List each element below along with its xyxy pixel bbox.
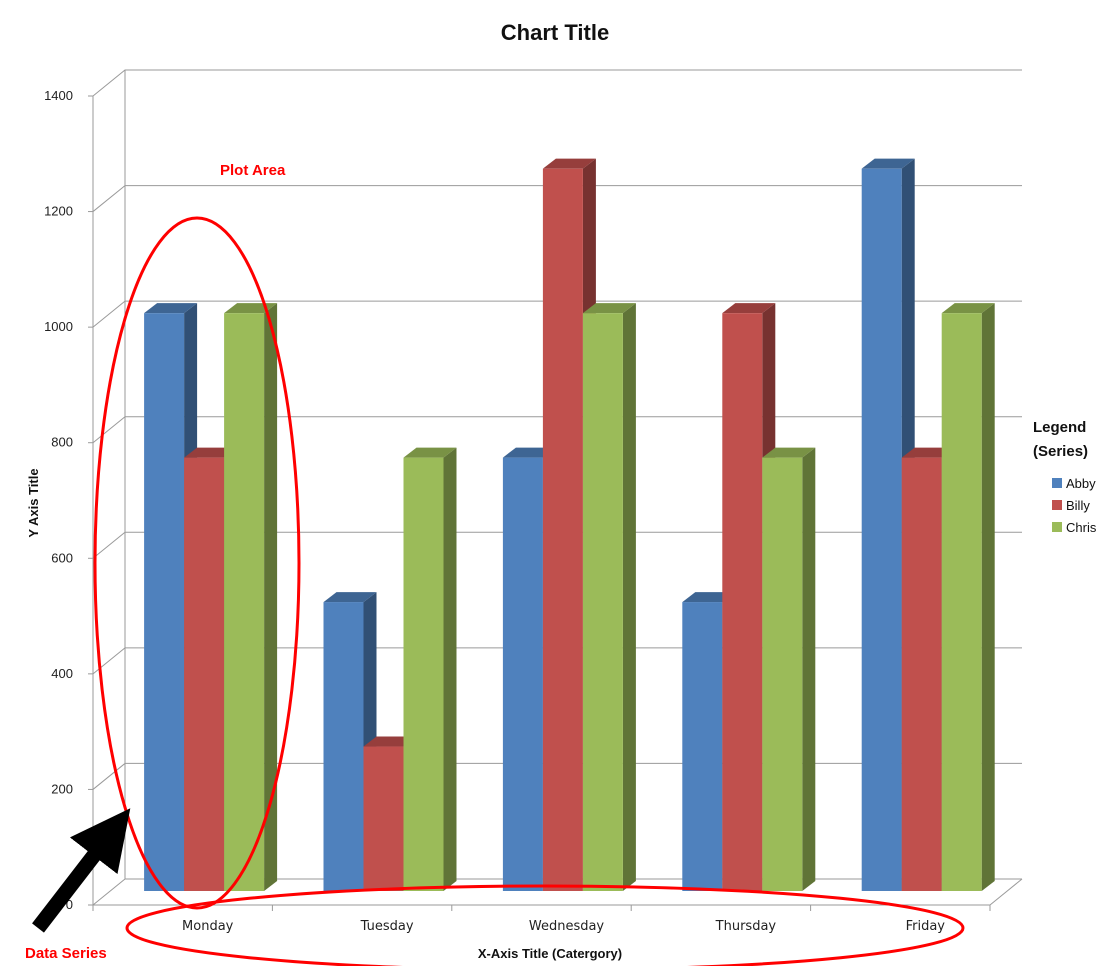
bar-front (762, 457, 803, 891)
bar-top (722, 303, 776, 314)
bars (144, 158, 995, 892)
bar-front (224, 313, 265, 892)
bar-chris-wednesday (582, 303, 636, 892)
bar-top (941, 303, 995, 314)
bar-chris-tuesday (403, 447, 457, 891)
legend-swatch-abby (1052, 478, 1062, 488)
y-tick-label: 800 (51, 435, 73, 450)
x-tick-label: Friday (906, 919, 946, 934)
bar-front (542, 168, 583, 891)
category-axis-highlight-ellipse (125, 884, 965, 966)
bar-chris-friday (941, 303, 995, 892)
bar-front (901, 457, 942, 891)
bar-top (542, 158, 596, 169)
bar-top (582, 303, 636, 314)
bar-side (802, 447, 816, 891)
x-tick-label: Wednesday (529, 919, 605, 934)
bar-top (323, 592, 377, 603)
bar-front (403, 457, 444, 891)
gridlines (92, 69, 1023, 906)
y-tick-label: 1000 (44, 319, 73, 334)
bar-top (403, 447, 457, 458)
bar-chris-thursday (762, 447, 816, 891)
legend-label-chris: Chris (1066, 520, 1097, 535)
data-series-arrow (32, 808, 131, 933)
plot-area-annotation: Plot Area (220, 162, 286, 179)
legend-swatch-billy (1052, 500, 1062, 510)
y-tick-label: 0 (66, 897, 73, 912)
legend-label-billy: Billy (1066, 498, 1090, 513)
bar-top (184, 447, 238, 458)
bar-front (582, 313, 623, 892)
chart-title: Chart Title (501, 20, 609, 45)
gridline (92, 69, 1022, 97)
bar-side (264, 303, 278, 892)
bar-front (941, 313, 982, 892)
data-series-annotation: Data Series (25, 945, 107, 962)
bar-top (682, 592, 736, 603)
bar-chris-monday (224, 303, 278, 892)
bar-side (622, 303, 636, 892)
legend-swatch-chris (1052, 522, 1062, 532)
legend: Legend (Series) Abby Billy Chris (1033, 419, 1097, 535)
bar-top (363, 736, 417, 747)
bar-side (443, 447, 457, 891)
y-axis-title: Y Axis Title (26, 468, 41, 537)
bar-front (144, 313, 185, 892)
bar-front (722, 313, 763, 892)
legend-title-line2: (Series) (1033, 443, 1088, 460)
bar-front (323, 602, 364, 891)
plot-area-highlight-ellipse (93, 216, 301, 910)
bar-front (363, 746, 404, 891)
legend-label-abby: Abby (1066, 476, 1096, 491)
x-axis: Monday Tuesday Wednesday Thursday Friday (92, 905, 991, 934)
bar-top (901, 447, 955, 458)
x-tick-label: Monday (182, 919, 234, 934)
y-tick-label: 200 (51, 781, 73, 796)
legend-title-line1: Legend (1033, 419, 1086, 436)
y-tick-label: 1400 (44, 88, 73, 103)
bar-front (502, 457, 543, 891)
bar-top (762, 447, 816, 458)
bar-side (981, 303, 995, 892)
x-tick-label: Tuesday (360, 919, 414, 934)
x-axis-title: X-Axis Title (Catergory) (478, 946, 622, 961)
gridline (92, 185, 1022, 212)
x-tick-label: Thursday (715, 919, 777, 934)
y-axis: 0 200 400 600 800 1000 1200 1400 (44, 88, 93, 912)
bar-top (144, 303, 198, 314)
gridline (92, 300, 1022, 328)
y-tick-label: 1200 (44, 204, 73, 219)
y-tick-label: 400 (51, 666, 73, 681)
bar-front (682, 602, 723, 891)
bar-front (184, 457, 225, 891)
bar-front (861, 168, 902, 891)
bar-top (502, 447, 556, 458)
floor-right-edge (989, 878, 1023, 906)
y-tick-label: 600 (51, 550, 73, 565)
bar-top (861, 158, 915, 169)
